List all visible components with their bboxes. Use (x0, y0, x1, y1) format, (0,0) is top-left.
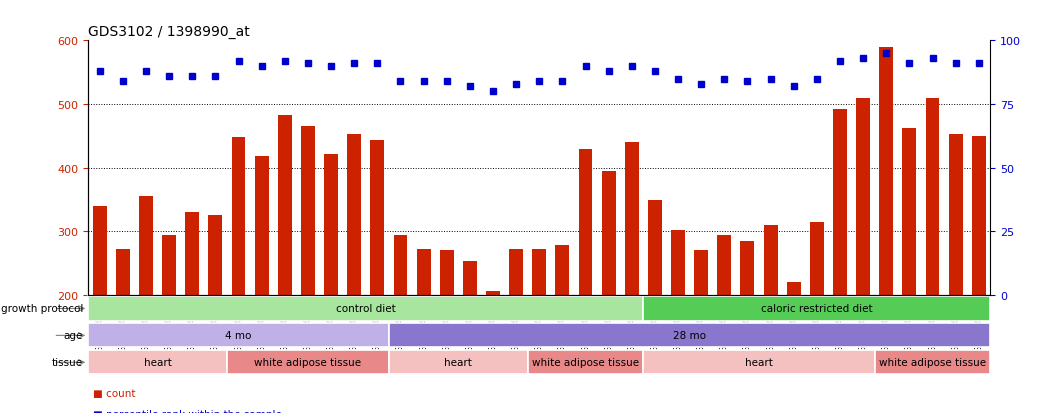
Bar (579, 149, 592, 295)
Bar (139, 197, 152, 295)
Bar (347, 135, 361, 295)
Text: white adipose tissue: white adipose tissue (879, 357, 986, 368)
Bar (926, 98, 940, 295)
Bar (92, 206, 107, 295)
Text: heart: heart (444, 357, 472, 368)
Bar (162, 235, 176, 295)
Bar (301, 126, 315, 295)
FancyBboxPatch shape (874, 350, 990, 375)
Bar (648, 200, 662, 295)
Bar (208, 216, 222, 295)
Bar (370, 140, 385, 295)
Bar (671, 230, 685, 295)
Bar (787, 282, 801, 295)
FancyBboxPatch shape (88, 297, 643, 321)
Bar (857, 98, 870, 295)
Bar (486, 291, 500, 295)
Text: growth protocol: growth protocol (1, 304, 83, 314)
Bar (949, 135, 962, 295)
Bar (972, 137, 986, 295)
Text: 4 mo: 4 mo (225, 330, 252, 341)
Bar (718, 235, 731, 295)
Bar (810, 222, 823, 295)
Bar (393, 235, 408, 295)
Text: ■ percentile rank within the sample: ■ percentile rank within the sample (93, 409, 282, 413)
FancyBboxPatch shape (88, 323, 389, 348)
Bar (625, 143, 639, 295)
Bar (902, 129, 917, 295)
Bar (116, 249, 130, 295)
Bar (417, 249, 430, 295)
Text: white adipose tissue: white adipose tissue (254, 357, 362, 368)
Text: heart: heart (745, 357, 773, 368)
FancyBboxPatch shape (389, 323, 990, 348)
Bar (833, 110, 847, 295)
Bar (601, 171, 616, 295)
Bar (463, 262, 477, 295)
Text: age: age (63, 330, 83, 341)
FancyBboxPatch shape (528, 350, 643, 375)
FancyBboxPatch shape (643, 350, 874, 375)
Bar (440, 251, 453, 295)
Bar (879, 47, 893, 295)
Bar (532, 249, 546, 295)
Bar (694, 251, 708, 295)
Text: ■ count: ■ count (93, 388, 136, 398)
Bar (278, 116, 291, 295)
Text: GDS3102 / 1398990_at: GDS3102 / 1398990_at (88, 25, 250, 39)
Bar (763, 225, 778, 295)
Bar (509, 249, 523, 295)
Bar (255, 157, 269, 295)
Text: heart: heart (143, 357, 171, 368)
Bar (325, 155, 338, 295)
Text: tissue: tissue (52, 357, 83, 368)
Text: caloric restricted diet: caloric restricted diet (761, 304, 873, 314)
Bar (231, 138, 246, 295)
Bar (186, 213, 199, 295)
FancyBboxPatch shape (227, 350, 389, 375)
FancyBboxPatch shape (389, 350, 528, 375)
Text: control diet: control diet (336, 304, 396, 314)
Text: white adipose tissue: white adipose tissue (532, 357, 639, 368)
FancyBboxPatch shape (643, 297, 990, 321)
Text: 28 mo: 28 mo (673, 330, 706, 341)
Bar (556, 246, 569, 295)
Bar (740, 241, 754, 295)
FancyBboxPatch shape (88, 350, 227, 375)
